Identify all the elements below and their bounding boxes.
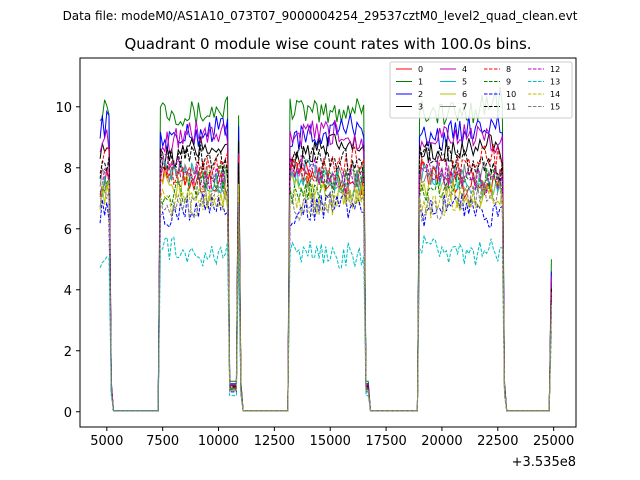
- legend-label-9: 9: [506, 78, 511, 87]
- suptitle: Data file: modeM0/AS1A10_073T07_90000042…: [63, 9, 578, 23]
- legend-label-3: 3: [418, 103, 423, 112]
- legend-frame: [389, 61, 573, 119]
- series-layer: [99, 86, 552, 412]
- x-tick-label: 10000: [198, 434, 239, 449]
- chart-title: Quadrant 0 module wise count rates with …: [124, 35, 531, 53]
- series-line-2: [99, 109, 552, 412]
- x-tick-label: 5000: [90, 434, 123, 449]
- legend-label-0: 0: [418, 65, 423, 74]
- series-line-7: [99, 153, 552, 412]
- legend-label-11: 11: [506, 103, 516, 112]
- x-tick-label: 20000: [421, 434, 462, 449]
- series-line-12: [99, 153, 552, 412]
- x-tick-label: 17500: [365, 434, 406, 449]
- y-tick-label: 2: [64, 345, 72, 360]
- y-tick-label: 0: [64, 406, 72, 421]
- x-tick-label: 15000: [310, 434, 351, 449]
- series-line-13: [99, 235, 552, 412]
- legend-label-4: 4: [462, 65, 467, 74]
- legend-label-6: 6: [462, 90, 467, 99]
- series-line-14: [99, 179, 552, 412]
- legend-label-10: 10: [506, 90, 516, 99]
- y-tick-label: 10: [55, 101, 72, 116]
- series-line-9: [99, 164, 552, 412]
- x-tick-label: 7500: [146, 434, 179, 449]
- legend-label-5: 5: [462, 78, 467, 87]
- legend-label-7: 7: [462, 103, 467, 112]
- legend-label-14: 14: [550, 90, 560, 99]
- legend-label-2: 2: [418, 90, 423, 99]
- series-line-11: [99, 141, 552, 412]
- x-tick-label: 22500: [477, 434, 518, 449]
- legend-label-13: 13: [550, 78, 560, 87]
- y-tick-label: 4: [64, 284, 72, 299]
- legend-label-12: 12: [550, 65, 560, 74]
- y-axis: 0 2 4 6 8 10: [55, 101, 80, 421]
- x-tick-label: 12500: [254, 434, 295, 449]
- plot-area-frame: [79, 57, 577, 428]
- y-tick-label: 8: [64, 162, 72, 177]
- series-line-8: [99, 144, 552, 412]
- x-tick-label: 25000: [533, 434, 574, 449]
- legend-label-1: 1: [418, 78, 423, 87]
- y-tick-label: 6: [64, 223, 72, 238]
- legend-label-8: 8: [506, 65, 511, 74]
- series-line-10: [99, 190, 552, 412]
- x-axis: 5000 7500 10000 12500 15000 17500 20000 22500 25…: [90, 427, 574, 449]
- series-line-15: [99, 178, 552, 412]
- legend-label-15: 15: [550, 103, 560, 112]
- series-line-4: [99, 119, 552, 412]
- x-offset-label: +3.535e8: [512, 455, 576, 470]
